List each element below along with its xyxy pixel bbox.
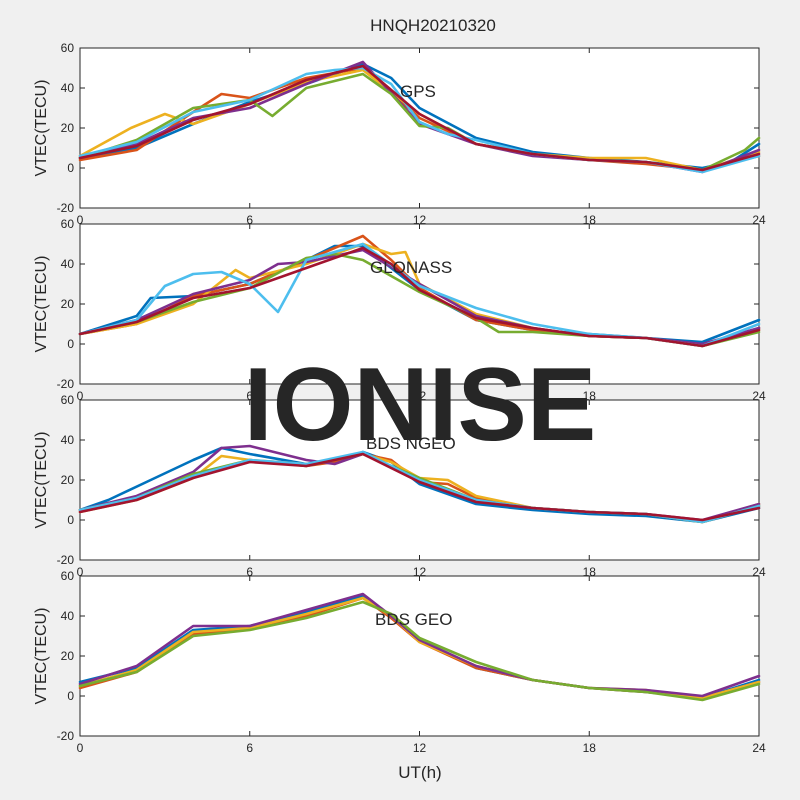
y-tick-label: 40: [61, 81, 75, 95]
y-tick-label: 60: [61, 41, 75, 55]
series-line-3: [78, 592, 761, 698]
y-tick-label: -20: [57, 553, 75, 567]
x-tick-label: 0: [77, 741, 84, 755]
watermark: IONISE: [244, 347, 597, 463]
y-tick-label: 0: [67, 689, 74, 703]
y-tick-label: 0: [67, 337, 74, 351]
x-tick-label: 6: [246, 565, 253, 579]
panel-label: BDS GEO: [375, 610, 452, 629]
y-tick-label: 20: [61, 649, 75, 663]
y-tick-label: -20: [57, 729, 75, 743]
y-axis-label: VTEC(TECU): [33, 80, 50, 177]
series-line-4: [78, 600, 761, 702]
y-axis-label: VTEC(TECU): [33, 608, 50, 705]
y-tick-label: -20: [57, 201, 75, 215]
series-line-6: [78, 64, 761, 172]
series-line-6: [78, 452, 761, 522]
y-tick-label: 0: [67, 161, 74, 175]
y-tick-label: 40: [61, 609, 75, 623]
x-axis-label: UT(h): [398, 763, 441, 782]
x-tick-label: 0: [77, 389, 84, 403]
y-tick-label: 20: [61, 473, 75, 487]
y-tick-label: 40: [61, 433, 75, 447]
y-tick-label: 60: [61, 569, 75, 583]
series-line-6: [78, 246, 761, 348]
x-tick-label: 0: [77, 565, 84, 579]
panel-label: GLONASS: [370, 258, 452, 277]
y-tick-label: 0: [67, 513, 74, 527]
y-tick-label: 20: [61, 297, 75, 311]
axes-box: [79, 575, 760, 737]
axes-box: [79, 47, 760, 209]
x-tick-label: 0: [77, 213, 84, 227]
x-tick-label: 12: [413, 741, 427, 755]
panel-label: BDS NGEO: [366, 434, 456, 453]
y-axis-label: VTEC(TECU): [33, 432, 50, 529]
y-tick-label: 20: [61, 121, 75, 135]
x-tick-label: 18: [583, 741, 597, 755]
y-tick-label: 60: [61, 393, 75, 407]
x-tick-label: 6: [246, 213, 253, 227]
y-tick-label: -20: [57, 377, 75, 391]
y-tick-label: 60: [61, 217, 75, 231]
figure-title: HNQH20210320: [370, 16, 496, 35]
x-tick-label: 6: [246, 741, 253, 755]
y-axis-label: VTEC(TECU): [33, 256, 50, 353]
y-tick-label: 40: [61, 257, 75, 271]
x-tick-label: 24: [752, 741, 766, 755]
panel-label: GPS: [400, 82, 436, 101]
x-tick-label: 6: [246, 389, 253, 403]
